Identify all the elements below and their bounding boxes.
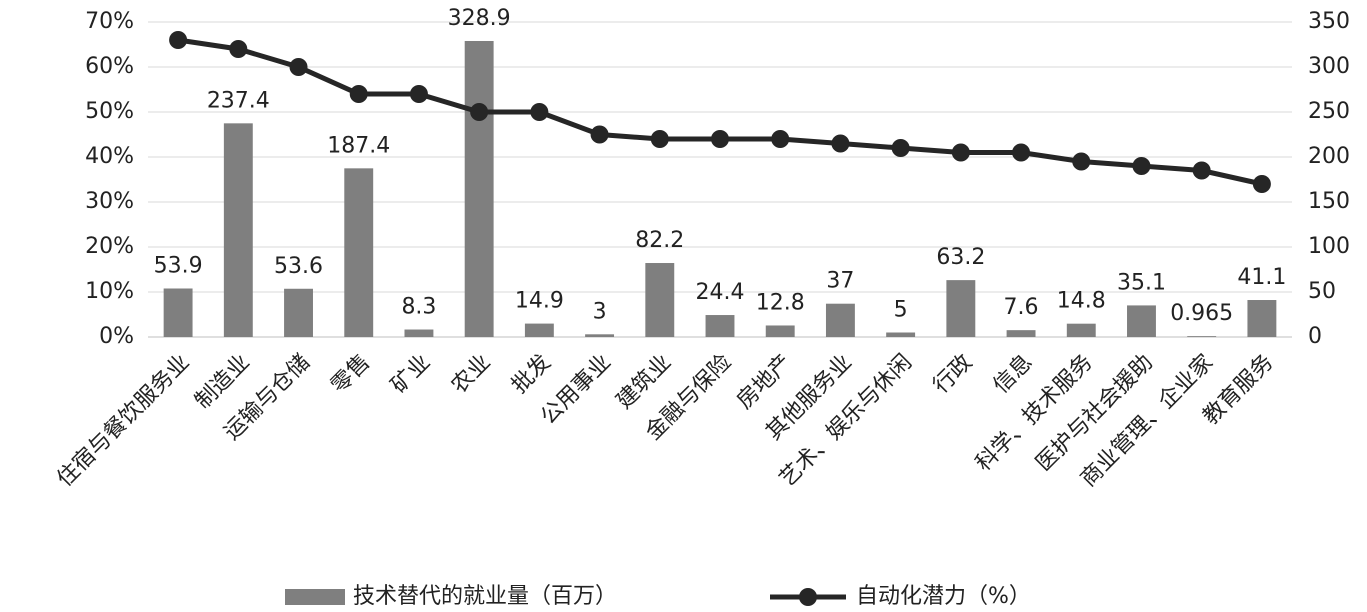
- data-label: 82.2: [635, 228, 684, 253]
- legend-swatch-marker: [799, 588, 817, 606]
- bar: [705, 315, 735, 337]
- y2-tick-label: 200: [1308, 144, 1350, 169]
- data-label: 237.4: [207, 88, 270, 113]
- bar: [946, 280, 976, 337]
- y-tick-label: 50%: [85, 99, 134, 124]
- data-label: 63.2: [936, 245, 985, 270]
- line-marker: [650, 130, 669, 148]
- data-label: 187.4: [327, 133, 390, 158]
- data-label: 24.4: [696, 280, 745, 305]
- data-label: 328.9: [448, 6, 511, 31]
- bar: [1006, 330, 1036, 337]
- bar: [1066, 323, 1096, 337]
- line-marker: [711, 130, 729, 148]
- bar: [163, 288, 193, 337]
- y-tick-label: 60%: [85, 54, 134, 79]
- line-marker: [169, 31, 188, 49]
- bar: [404, 329, 434, 337]
- data-label: 5: [894, 298, 908, 323]
- x-tick-label: 农业: [447, 350, 496, 399]
- data-label: 41.1: [1237, 265, 1286, 290]
- bar: [825, 303, 855, 337]
- line-marker: [891, 139, 910, 157]
- x-tick-label: 矿业: [387, 350, 436, 399]
- bar: [464, 40, 494, 338]
- line-marker: [951, 143, 970, 162]
- data-label: 0.965: [1170, 301, 1233, 326]
- x-tick-label: 批发: [507, 350, 556, 399]
- line-marker: [349, 85, 368, 103]
- data-label: 3: [593, 299, 607, 324]
- bar: [886, 332, 916, 337]
- bar: [284, 288, 313, 337]
- y-tick-label: 30%: [85, 189, 134, 214]
- bar: [344, 168, 374, 337]
- x-tick-label: 行政: [929, 350, 978, 399]
- legend-label: 技术替代的就业量（百万）: [353, 584, 617, 609]
- y-tick-label: 40%: [85, 144, 134, 169]
- line-marker: [1132, 157, 1151, 175]
- x-tick-label: 零售: [326, 350, 375, 399]
- bar: [1187, 336, 1217, 337]
- line-marker: [590, 125, 609, 144]
- y-tick-label: 70%: [85, 9, 134, 34]
- bar: [1127, 305, 1156, 337]
- line-marker: [831, 134, 850, 153]
- line-marker: [771, 130, 790, 148]
- line-marker: [1072, 152, 1091, 171]
- line-marker: [530, 103, 549, 121]
- bar: [223, 123, 253, 337]
- y2-tick-label: 250: [1308, 99, 1350, 124]
- bar: [645, 263, 675, 337]
- line-marker: [470, 103, 489, 121]
- y2-tick-label: 0: [1308, 324, 1322, 349]
- bar: [585, 334, 615, 337]
- bar: [1247, 300, 1277, 337]
- line-marker: [409, 85, 428, 103]
- data-label: 12.8: [756, 290, 805, 315]
- data-label: 37: [826, 269, 854, 294]
- bar: [765, 325, 795, 337]
- bar: [524, 323, 554, 337]
- data-label: 14.9: [515, 289, 564, 314]
- line-marker: [1252, 175, 1271, 193]
- y2-tick-label: 350: [1308, 9, 1350, 34]
- y2-tick-label: 300: [1308, 54, 1350, 79]
- y-tick-label: 10%: [85, 279, 134, 304]
- data-label: 8.3: [401, 295, 436, 320]
- legend-label: 自动化潜力（%）: [856, 584, 1031, 609]
- x-tick-label: 住宿与餐饮服务业: [52, 350, 194, 492]
- data-label: 35.1: [1117, 270, 1166, 295]
- legend-swatch: [285, 589, 345, 605]
- line-marker: [229, 40, 248, 58]
- data-label: 53.9: [154, 253, 203, 278]
- y2-tick-label: 50: [1308, 279, 1336, 304]
- y2-tick-label: 100: [1308, 234, 1350, 259]
- y2-tick-label: 150: [1308, 189, 1350, 214]
- data-label: 7.6: [1004, 295, 1039, 320]
- line-marker: [289, 58, 308, 76]
- y-tick-label: 20%: [85, 234, 134, 259]
- x-tick-label: 信息: [989, 350, 1038, 399]
- y-tick-label: 0%: [99, 324, 134, 349]
- data-label: 53.6: [274, 254, 323, 279]
- line-marker: [1012, 143, 1031, 162]
- line-marker: [1192, 161, 1211, 180]
- data-label: 14.8: [1057, 289, 1106, 314]
